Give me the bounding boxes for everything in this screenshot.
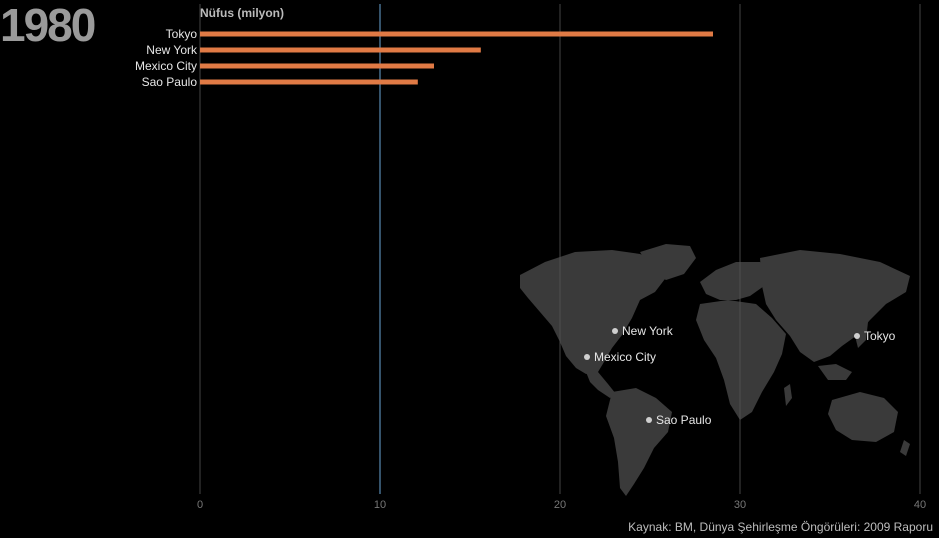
japan-landmass bbox=[856, 318, 868, 348]
africa-landmass bbox=[696, 300, 786, 420]
category-label: Sao Paulo bbox=[142, 75, 198, 89]
city-label-tokyo: Tokyo bbox=[864, 329, 896, 343]
category-label: Mexico City bbox=[135, 59, 197, 73]
x-tick-label: 30 bbox=[734, 499, 746, 511]
southeast-asia-landmass bbox=[818, 364, 852, 380]
x-tick-label: 40 bbox=[914, 499, 926, 511]
year-label: 1980 bbox=[0, 0, 96, 51]
europe-landmass bbox=[700, 262, 772, 300]
source-note: Kaynak: BM, Dünya Şehirleşme Öngörüleri:… bbox=[628, 520, 933, 534]
city-dot-mexico-city bbox=[584, 354, 590, 360]
city-dot-tokyo bbox=[854, 333, 860, 339]
category-label: New York bbox=[146, 43, 198, 57]
city-dot-new-york bbox=[612, 328, 618, 334]
asia-landmass bbox=[760, 250, 910, 362]
x-tick-label: 0 bbox=[197, 499, 203, 511]
australia-landmass bbox=[828, 392, 898, 442]
greenland-landmass bbox=[640, 244, 696, 280]
city-label-new-york: New York bbox=[622, 324, 674, 338]
madagascar-landmass bbox=[784, 384, 792, 406]
gridlines bbox=[199, 4, 921, 494]
city-dot-sao-paulo bbox=[646, 417, 652, 423]
north-america-landmass bbox=[520, 250, 668, 374]
central-america-landmass bbox=[586, 372, 616, 398]
x-tick-label: 20 bbox=[554, 499, 566, 511]
city-label-sao-paulo: Sao Paulo bbox=[656, 413, 712, 427]
city-markers: New York Mexico City Sao Paulo Tokyo bbox=[584, 324, 896, 427]
bar-tokyo bbox=[200, 31, 713, 37]
new-zealand-landmass bbox=[900, 440, 910, 456]
bar-new-york bbox=[200, 47, 481, 53]
y-axis-title: Nüfus (milyon) bbox=[200, 6, 284, 20]
city-label-mexico-city: Mexico City bbox=[594, 350, 656, 364]
category-label: Tokyo bbox=[166, 27, 198, 41]
bar-mexico-city bbox=[200, 63, 434, 69]
south-america-landmass bbox=[606, 388, 672, 496]
bar-sao-paulo bbox=[200, 79, 418, 85]
x-tick-label: 10 bbox=[374, 499, 386, 511]
bars bbox=[200, 31, 713, 85]
world-map bbox=[520, 244, 910, 496]
